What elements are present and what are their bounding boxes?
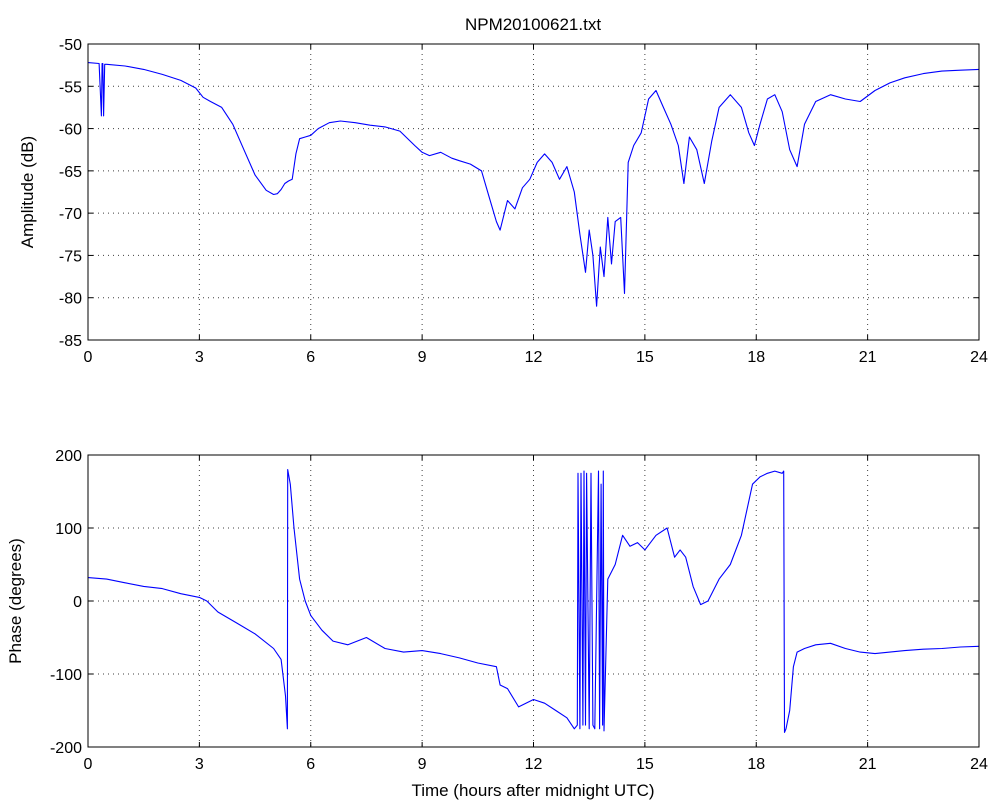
amplitude-x-tick-label: 15 (636, 349, 654, 366)
amplitude-y-tick-label: -80 (59, 291, 82, 308)
amplitude-y-tick-label: -60 (59, 122, 82, 139)
phase-x-axis-label: Time (hours after midnight UTC) (411, 781, 654, 800)
phase-y-tick-label: 0 (73, 594, 82, 611)
phase-x-tick-label: 12 (525, 756, 543, 773)
phase-x-tick-label: 9 (418, 756, 427, 773)
phase-x-tick-label: 24 (970, 756, 988, 773)
amplitude-y-axis-label: Amplitude (dB) (18, 136, 37, 248)
phase-x-tick-label: 3 (195, 756, 204, 773)
amplitude-y-tick-label: -50 (59, 37, 82, 54)
amplitude-x-tick-label: 0 (84, 349, 93, 366)
amplitude-y-tick-label: -55 (59, 79, 82, 96)
amplitude-plot-border (87, 43, 980, 341)
phase-y-tick-label: 200 (55, 448, 82, 465)
amplitude-series-group (87, 62, 980, 307)
phase-panel: 0 3 6 9 12 15 18 21 24 200 100 0 -100 -200 Phase (de… (6, 448, 988, 800)
amplitude-panel: 0 3 6 9 12 15 18 21 24 -50-55-60-65-70-75-80-85 … (18, 37, 988, 366)
amplitude-y-tick-label: -85 (59, 333, 82, 350)
phase-plot-border (87, 454, 980, 748)
chart-title: NPM20100621.txt (465, 15, 601, 34)
phase-y-tick-label: -200 (50, 740, 82, 757)
amplitude-x-tick-label: 3 (195, 349, 204, 366)
amplitude-x-tick-labels: 0 3 6 9 12 15 18 21 24 (84, 349, 988, 366)
phase-x-tick-labels: 0 3 6 9 12 15 18 21 24 (84, 756, 988, 773)
amplitude-x-tick-label: 18 (747, 349, 765, 366)
phase-y-tick-labels: 200 100 0 -100 -200 (50, 448, 82, 757)
amplitude-x-tick-label: 12 (525, 349, 543, 366)
amplitude-x-tick-label: 6 (306, 349, 315, 366)
amplitude-y-tick-label: -75 (59, 248, 82, 265)
phase-grid (88, 455, 979, 747)
amplitude-y-tick-labels: -50 -55 -60 -65 -70 -75 -80 -85 (59, 37, 82, 350)
phase-x-tick-label: 15 (636, 756, 654, 773)
phase-x-tick-label: 0 (84, 756, 93, 773)
amplitude-x-tick-label: 9 (418, 349, 427, 366)
phase-y-tick-label: -100 (50, 667, 82, 684)
amplitude-y-tick-label: -70 (59, 206, 82, 223)
amplitude-series-line (87, 62, 980, 307)
phase-y-axis-label: Phase (degrees) (6, 538, 25, 664)
amplitude-y-tick-label: -65 (59, 164, 82, 181)
phase-x-tick-label: 6 (306, 756, 315, 773)
amplitude-x-tick-label: 21 (859, 349, 877, 366)
phase-series-group (87, 469, 980, 733)
phase-x-tick-label: 21 (859, 756, 877, 773)
phase-x-tick-label: 18 (747, 756, 765, 773)
phase-series-line (87, 469, 980, 733)
phase-y-tick-label: 100 (55, 521, 82, 538)
amplitude-plot-frame (87, 43, 980, 341)
amplitude-x-tick-label: 24 (970, 349, 988, 366)
